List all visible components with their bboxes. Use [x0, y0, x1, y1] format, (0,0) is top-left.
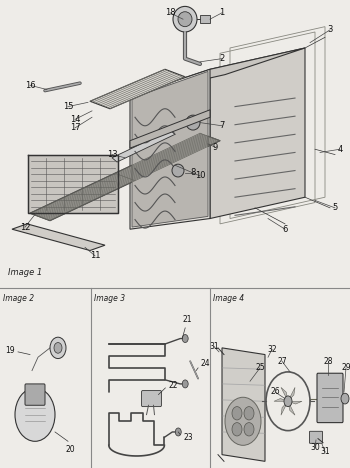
Circle shape	[341, 393, 349, 404]
Polygon shape	[288, 401, 295, 415]
Text: 21: 21	[182, 315, 192, 324]
Text: 26: 26	[270, 388, 280, 396]
Text: 8: 8	[190, 168, 196, 177]
Circle shape	[186, 115, 200, 130]
Circle shape	[244, 407, 254, 420]
Polygon shape	[12, 224, 105, 250]
Text: 7: 7	[219, 121, 225, 130]
Circle shape	[50, 337, 66, 358]
Circle shape	[244, 423, 254, 436]
Text: 12: 12	[20, 223, 30, 232]
FancyBboxPatch shape	[317, 373, 343, 423]
Text: 16: 16	[25, 81, 35, 90]
Text: 9: 9	[212, 143, 218, 152]
FancyBboxPatch shape	[309, 431, 322, 443]
Text: 3: 3	[327, 25, 333, 34]
Text: 5: 5	[332, 204, 338, 212]
Text: Image 3: Image 3	[94, 294, 125, 303]
Circle shape	[175, 428, 181, 436]
Circle shape	[232, 407, 242, 420]
Text: 28: 28	[323, 357, 333, 366]
Polygon shape	[30, 133, 220, 220]
FancyBboxPatch shape	[25, 384, 45, 405]
Text: 15: 15	[63, 102, 73, 111]
Circle shape	[178, 12, 192, 27]
Polygon shape	[132, 72, 208, 227]
Polygon shape	[288, 401, 302, 404]
Polygon shape	[222, 348, 265, 461]
Circle shape	[15, 388, 55, 441]
Text: 23: 23	[183, 433, 193, 442]
Text: 29: 29	[341, 363, 350, 373]
Text: 22: 22	[168, 381, 178, 390]
Text: 2: 2	[219, 54, 225, 63]
Text: 25: 25	[255, 363, 265, 373]
Text: 10: 10	[195, 171, 205, 180]
Text: 31: 31	[320, 447, 330, 456]
Text: Image 1: Image 1	[8, 268, 42, 277]
Text: 18: 18	[165, 8, 175, 17]
Polygon shape	[28, 154, 118, 213]
Polygon shape	[130, 69, 210, 229]
Text: 27: 27	[277, 357, 287, 366]
Circle shape	[182, 380, 188, 388]
Polygon shape	[210, 48, 305, 219]
Text: 4: 4	[337, 145, 343, 154]
Text: 17: 17	[70, 124, 80, 132]
Text: 1: 1	[219, 8, 225, 17]
Polygon shape	[288, 388, 295, 401]
Text: 6: 6	[282, 225, 288, 234]
Text: 19: 19	[5, 346, 15, 355]
Text: 24: 24	[200, 359, 210, 368]
Circle shape	[225, 397, 261, 446]
Polygon shape	[281, 388, 288, 401]
Polygon shape	[90, 69, 185, 109]
Circle shape	[173, 7, 197, 32]
Text: 20: 20	[65, 446, 75, 454]
Bar	[200, 15, 210, 23]
Text: 13: 13	[107, 150, 117, 159]
Polygon shape	[281, 401, 288, 415]
Text: 31: 31	[209, 342, 219, 351]
Polygon shape	[274, 399, 288, 401]
Text: 11: 11	[90, 251, 100, 260]
Text: Image 2: Image 2	[3, 294, 34, 303]
Circle shape	[284, 396, 292, 407]
Polygon shape	[112, 130, 175, 162]
Polygon shape	[130, 48, 305, 96]
Circle shape	[182, 335, 188, 343]
Text: 30: 30	[310, 444, 320, 453]
Text: 14: 14	[70, 115, 80, 124]
Polygon shape	[130, 110, 210, 148]
Circle shape	[172, 164, 184, 177]
Text: Image 4: Image 4	[213, 294, 244, 303]
Circle shape	[54, 343, 62, 353]
Text: 32: 32	[267, 345, 277, 354]
FancyBboxPatch shape	[141, 391, 161, 407]
Circle shape	[232, 423, 242, 436]
